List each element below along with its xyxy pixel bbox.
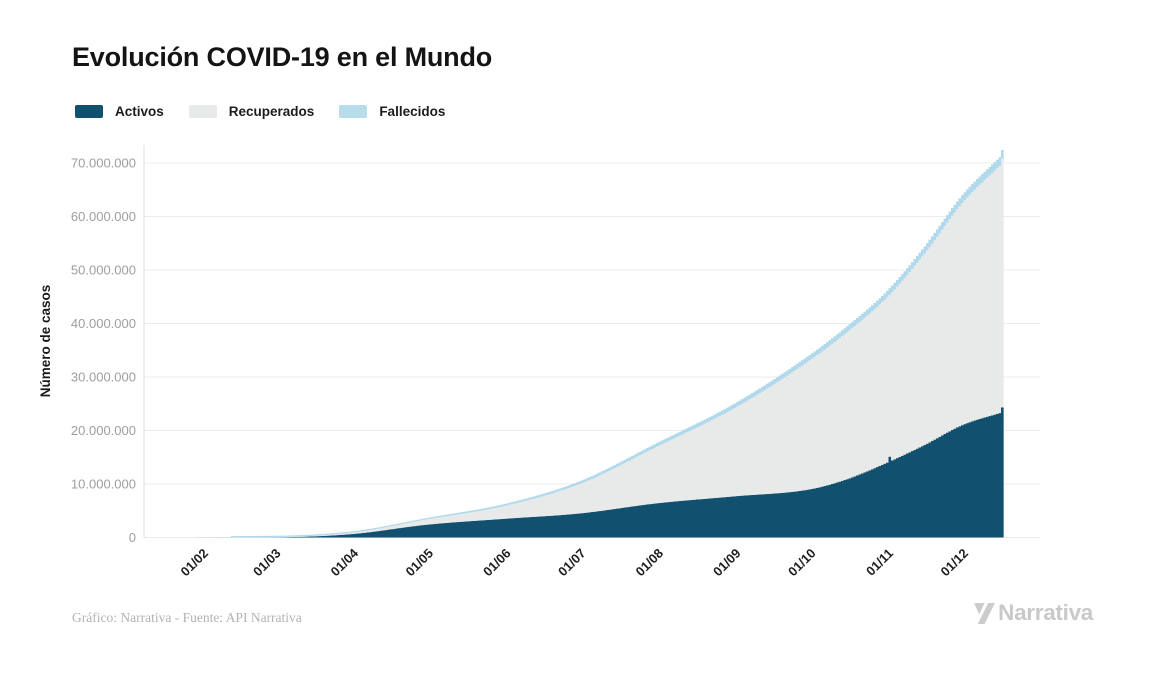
svg-text:01/08: 01/08: [633, 546, 667, 580]
svg-text:01/11: 01/11: [863, 546, 896, 579]
legend-label-activos: Activos: [115, 104, 164, 119]
svg-text:01/12: 01/12: [938, 546, 972, 580]
legend-label-recuperados: Recuperados: [228, 104, 315, 119]
svg-text:60.000.000: 60.000.000: [71, 209, 136, 224]
svg-text:50.000.000: 50.000.000: [71, 263, 136, 278]
narrativa-logo: Narrativa: [973, 600, 1093, 626]
narrativa-logo-text: Narrativa: [998, 600, 1093, 625]
svg-text:01/03: 01/03: [250, 546, 284, 580]
legend-swatch-fallecidos-icon: [339, 105, 368, 118]
chart-credit: Gráfico: Narrativa - Fuente: API Narrati…: [72, 610, 302, 625]
svg-text:01/05: 01/05: [403, 546, 437, 580]
svg-text:40.000.000: 40.000.000: [71, 316, 136, 331]
svg-text:10.000.000: 10.000.000: [71, 477, 136, 492]
legend-item-activos: Activos: [75, 104, 164, 119]
svg-text:30.000.000: 30.000.000: [71, 370, 136, 385]
legend-item-fallecidos: Fallecidos: [339, 104, 445, 119]
narrativa-logo-icon: [974, 602, 996, 624]
covid-stacked-area-chart: 0 10.000.000 20.000.000 30.000.000 40.000.00…: [38, 145, 1040, 580]
legend-swatch-activos-icon: [75, 105, 103, 118]
svg-text:20.000.000: 20.000.000: [71, 423, 136, 438]
svg-text:01/06: 01/06: [480, 546, 514, 580]
svg-text:01/10: 01/10: [785, 546, 819, 580]
svg-text:0: 0: [129, 530, 136, 545]
legend-label-fallecidos: Fallecidos: [379, 104, 446, 119]
svg-text:Número de casos: Número de casos: [38, 285, 53, 398]
svg-text:01/07: 01/07: [555, 546, 589, 580]
svg-text:01/02: 01/02: [178, 546, 212, 580]
svg-text:70.000.000: 70.000.000: [71, 156, 136, 171]
svg-text:01/04: 01/04: [328, 545, 362, 579]
svg-text:01/09: 01/09: [710, 546, 744, 580]
page-title: Evolución COVID-19 en el Mundo: [72, 42, 493, 72]
chart-legend: Activos Recuperados Fallecidos: [75, 104, 470, 119]
legend-item-recuperados: Recuperados: [188, 104, 315, 119]
legend-swatch-recuperados-icon: [188, 105, 217, 118]
